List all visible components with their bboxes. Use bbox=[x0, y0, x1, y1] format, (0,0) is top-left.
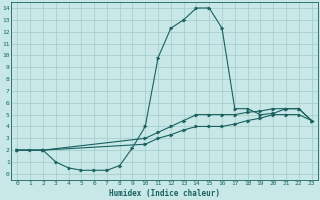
X-axis label: Humidex (Indice chaleur): Humidex (Indice chaleur) bbox=[109, 189, 220, 198]
